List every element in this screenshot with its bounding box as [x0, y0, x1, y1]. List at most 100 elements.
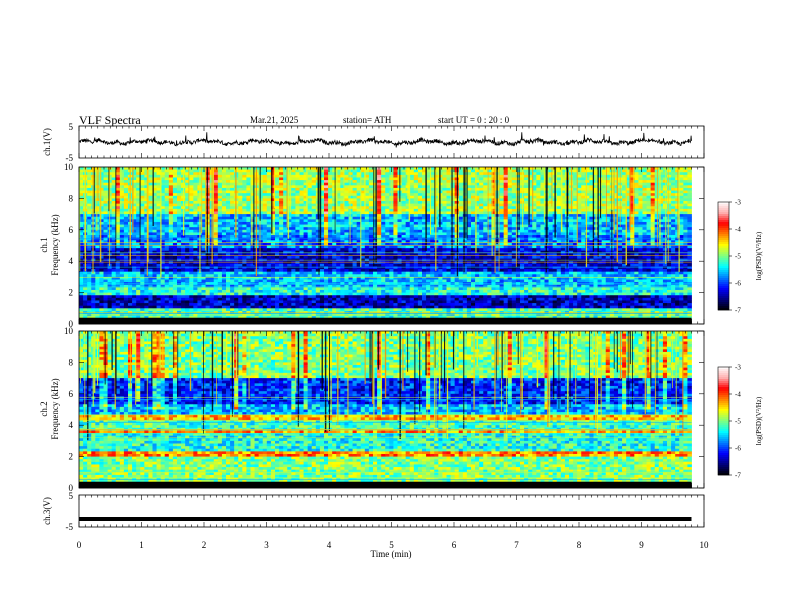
spectrogram-cell [279, 201, 284, 205]
spectrogram-cell [332, 201, 337, 205]
spectrogram-cell [381, 284, 386, 288]
spectrogram-cell [123, 169, 129, 173]
spectrogram-cell [152, 198, 157, 202]
spectrogram-cell [119, 219, 125, 223]
spectrogram-cell [250, 255, 255, 259]
spectrogram-cell [303, 185, 309, 189]
spectrogram-cell [185, 261, 190, 265]
spectrogram-cell [315, 245, 321, 249]
spectrogram-cell [287, 235, 292, 239]
spectrogram-cell [311, 182, 317, 186]
spectrogram-cell [103, 201, 108, 205]
spectrogram-cell [270, 195, 276, 199]
spectrogram-cell [181, 274, 186, 278]
spectrogram-cell [213, 300, 219, 304]
spectrogram-cell [389, 274, 394, 278]
spectrogram-cell [160, 274, 166, 278]
spectrogram-cell [136, 182, 141, 186]
spectrogram-cell [164, 235, 170, 239]
spectrogram-cell [364, 206, 370, 210]
spectrogram-cell [103, 253, 108, 257]
spectrogram-cell [254, 292, 260, 296]
spectrogram-cell [393, 227, 398, 231]
spectrogram-cell [172, 190, 178, 194]
spectrogram-cell [287, 206, 292, 210]
spectrogram-cell [226, 242, 231, 246]
spectrogram-cell [356, 174, 362, 178]
spectrogram-cell [234, 274, 239, 278]
spectrogram-cell [348, 308, 353, 312]
spectrogram-cell [348, 271, 353, 275]
spectrogram-cell [217, 316, 223, 320]
spectrogram-cell [295, 221, 300, 225]
spectrogram-cell [115, 185, 121, 189]
spectrogram-cell [377, 167, 382, 171]
spectrogram-cell [136, 208, 141, 212]
spectrogram-cell [205, 284, 211, 288]
spectrogram-cell [397, 305, 402, 309]
spectrogram-cell [397, 253, 402, 257]
spectrogram-cell [148, 240, 153, 244]
spectrogram-cell [226, 206, 231, 210]
spectrogram-cell [368, 255, 374, 259]
spectrogram-cell [344, 201, 349, 205]
spectrogram-cell [226, 284, 231, 288]
spectrogram-cell [393, 245, 398, 249]
spectrogram-cell [246, 240, 251, 244]
spectrogram-cell [270, 300, 276, 304]
spectrogram-cell [140, 232, 145, 236]
spectrogram-cell [79, 177, 84, 181]
spectrogram-cell [352, 276, 358, 280]
spectrogram-cell [291, 201, 296, 205]
spectrogram-cell [340, 180, 345, 184]
spectrogram-cell [250, 245, 255, 249]
spectrogram-cell [181, 308, 186, 312]
spectrogram-cell [217, 284, 223, 288]
spectrogram-cell [250, 185, 255, 189]
spectrogram-cell [315, 287, 321, 291]
spectrogram-cell [332, 203, 337, 207]
spectrogram-cell [332, 224, 337, 228]
spectrogram-cell [111, 198, 117, 202]
spectrogram-cell [270, 316, 276, 320]
spectrogram-cell [287, 305, 292, 309]
spectrogram-cell [262, 198, 268, 202]
spectrogram-cell [389, 316, 394, 320]
spectrogram-cell [373, 198, 378, 202]
spectrogram-cell [128, 276, 133, 280]
spectrogram-cell [250, 263, 255, 267]
spectrogram-cell [99, 300, 104, 304]
spectrogram-cell [356, 227, 362, 231]
spectrogram-cell [152, 206, 157, 210]
spectrogram-cell [401, 274, 407, 278]
spectrogram-cell [144, 276, 149, 280]
spectrogram-cell [132, 274, 137, 278]
spectrogram-cell [393, 195, 398, 199]
spectrogram-cell [172, 300, 178, 304]
spectrogram-cell [307, 177, 313, 181]
spectrogram-cell [377, 289, 382, 293]
spectrogram-cell [160, 279, 166, 283]
spectrogram-cell [226, 237, 231, 241]
spectrogram-cell [99, 219, 104, 223]
spectrogram-cell [185, 287, 190, 291]
spectrogram-cell [250, 287, 255, 291]
spectrogram-cell [275, 180, 280, 184]
spectrogram-cell [111, 266, 117, 270]
spectrogram-cell [344, 255, 349, 259]
spectrogram-cell [348, 248, 353, 252]
spectrogram-cell [201, 195, 206, 199]
spectrogram-cell [103, 266, 108, 270]
spectrogram-cell [283, 190, 288, 194]
spectrogram-cell [123, 219, 129, 223]
spectrogram-cell [136, 295, 141, 299]
spectrogram-cell [254, 289, 260, 293]
spectrogram-cell [99, 297, 104, 301]
spectrogram-cell [221, 214, 227, 218]
spectrogram-cell [140, 193, 145, 197]
spectrogram-cell [185, 180, 190, 184]
spectrogram-cell [360, 242, 366, 246]
spectrogram-cell [144, 172, 149, 176]
spectrogram-cell [168, 250, 174, 254]
spectrogram-cell [148, 289, 153, 293]
